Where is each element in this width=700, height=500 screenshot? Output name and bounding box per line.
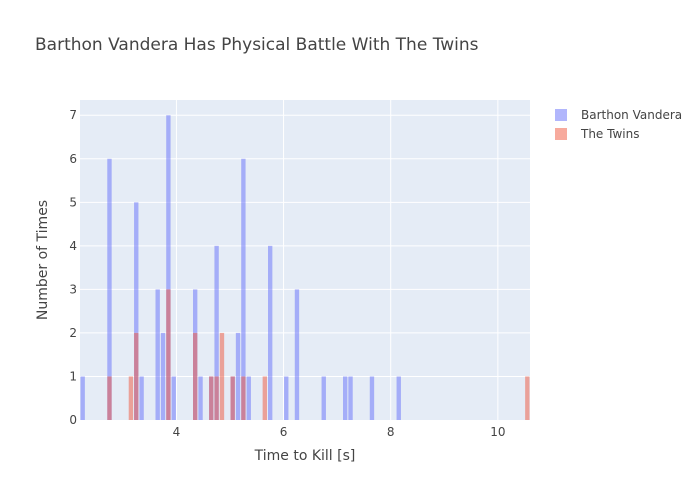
y-axis-ticks: 0 1 2 3 4 5 6 7 bbox=[69, 108, 77, 427]
bar-the-twins[interactable] bbox=[193, 332, 198, 420]
y-tick-label: 0 bbox=[69, 413, 77, 427]
x-tick-label: 10 bbox=[490, 425, 505, 439]
gridlines bbox=[80, 100, 530, 420]
bar-the-twins[interactable] bbox=[525, 376, 530, 420]
bar-barthon-vandera[interactable] bbox=[134, 202, 139, 420]
bar-barthon-vandera[interactable] bbox=[268, 245, 273, 420]
y-tick-label: 7 bbox=[69, 108, 77, 122]
y-tick-label: 1 bbox=[69, 369, 77, 383]
bar-barthon-vandera[interactable] bbox=[294, 289, 300, 420]
bar-barthon-vandera[interactable] bbox=[321, 376, 326, 420]
bar-the-twins[interactable] bbox=[128, 376, 134, 420]
y-tick-label: 3 bbox=[69, 282, 77, 296]
bar-barthon-vandera[interactable] bbox=[80, 376, 85, 420]
x-tick-label: 6 bbox=[280, 425, 288, 439]
bar-barthon-vandera[interactable] bbox=[139, 376, 144, 420]
bar-barthon-vandera[interactable] bbox=[235, 332, 241, 420]
plot-area bbox=[80, 100, 530, 420]
legend-label: The Twins bbox=[580, 127, 639, 141]
bar-the-twins[interactable] bbox=[219, 332, 225, 420]
bar-barthon-vandera[interactable] bbox=[160, 332, 166, 420]
legend[interactable]: Barthon Vandera The Twins bbox=[555, 108, 682, 141]
bar-the-twins[interactable] bbox=[230, 376, 235, 420]
bar-barthon-vandera[interactable] bbox=[343, 376, 348, 420]
bar-barthon-vandera[interactable] bbox=[241, 158, 246, 420]
bar-barthon-vandera[interactable] bbox=[284, 376, 289, 420]
bar-the-twins[interactable] bbox=[214, 376, 219, 420]
bar-the-twins[interactable] bbox=[166, 289, 171, 420]
bar-barthon-vandera[interactable] bbox=[107, 158, 112, 420]
y-tick-label: 6 bbox=[69, 152, 77, 166]
y-axis-label: Number of Times bbox=[35, 200, 51, 320]
x-tick-label: 4 bbox=[173, 425, 181, 439]
bar-barthon-vandera[interactable] bbox=[246, 376, 251, 420]
legend-swatch bbox=[555, 128, 567, 140]
bar-barthon-vandera[interactable] bbox=[396, 376, 401, 420]
y-tick-label: 2 bbox=[69, 326, 77, 340]
bar-barthon-vandera[interactable] bbox=[155, 289, 160, 420]
bar-barthon-vandera[interactable] bbox=[198, 376, 203, 420]
y-tick-label: 4 bbox=[69, 239, 77, 253]
legend-item[interactable]: The Twins bbox=[555, 127, 639, 141]
bar-barthon-vandera[interactable] bbox=[348, 376, 353, 420]
legend-label: Barthon Vandera bbox=[581, 108, 682, 122]
legend-item[interactable]: Barthon Vandera bbox=[555, 108, 682, 122]
x-tick-label: 8 bbox=[387, 425, 395, 439]
chart-title: Barthon Vandera Has Physical Battle With… bbox=[35, 35, 479, 55]
x-axis-label: Time to Kill [s] bbox=[254, 448, 356, 464]
bar-the-twins[interactable] bbox=[241, 376, 246, 420]
bar-barthon-vandera[interactable] bbox=[369, 376, 375, 420]
bar-barthon-vandera[interactable] bbox=[214, 245, 219, 420]
bar-the-twins[interactable] bbox=[107, 376, 112, 420]
bar-the-twins[interactable] bbox=[134, 332, 139, 420]
bar-the-twins[interactable] bbox=[209, 376, 214, 420]
y-tick-label: 5 bbox=[69, 195, 77, 209]
bars bbox=[80, 115, 530, 420]
legend-swatch bbox=[555, 109, 567, 121]
x-axis-ticks: 4 6 8 10 bbox=[173, 425, 506, 439]
bar-the-twins[interactable] bbox=[262, 376, 267, 420]
bar-barthon-vandera[interactable] bbox=[171, 376, 176, 420]
bar-barthon-vandera[interactable] bbox=[166, 115, 171, 420]
